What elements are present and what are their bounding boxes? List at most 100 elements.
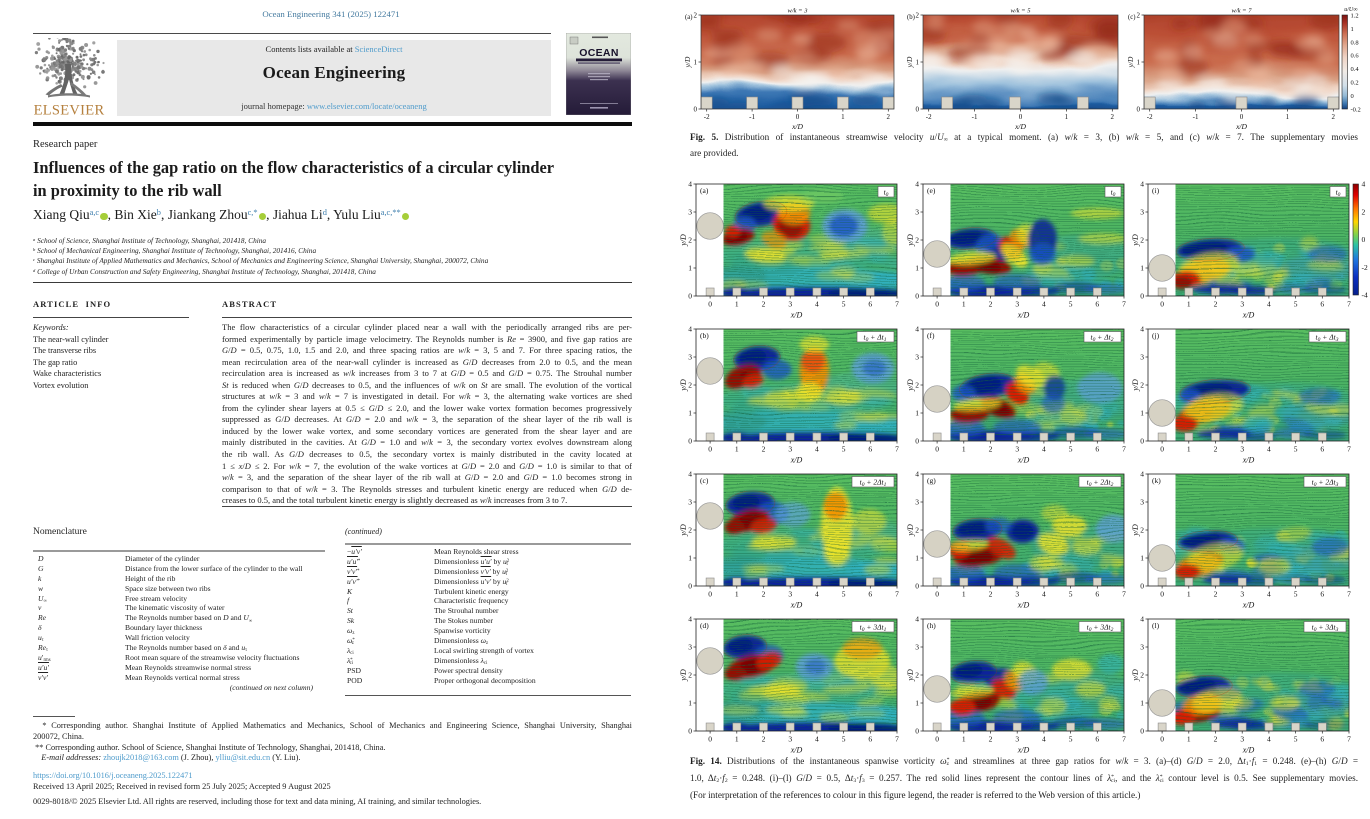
svg-text:y/D: y/D bbox=[679, 524, 688, 537]
svg-text:4: 4 bbox=[1042, 589, 1046, 598]
svg-text:3: 3 bbox=[688, 497, 692, 506]
svg-text:0: 0 bbox=[708, 444, 712, 453]
svg-text:(f): (f) bbox=[927, 331, 935, 340]
svg-text:4: 4 bbox=[1042, 299, 1046, 308]
svg-text:7: 7 bbox=[1347, 299, 1351, 308]
svg-text:1: 1 bbox=[1186, 444, 1190, 453]
svg-text:4: 4 bbox=[1140, 614, 1144, 623]
svg-text:7: 7 bbox=[895, 734, 899, 743]
svg-text:3: 3 bbox=[788, 299, 792, 308]
svg-text:x/D: x/D bbox=[1235, 122, 1247, 131]
svg-text:x/D: x/D bbox=[791, 122, 803, 131]
svg-text:6: 6 bbox=[1320, 734, 1324, 743]
svg-text:5: 5 bbox=[1068, 589, 1072, 598]
svg-text:0: 0 bbox=[1140, 581, 1144, 590]
svg-text:y/D: y/D bbox=[906, 379, 915, 392]
svg-text:-1: -1 bbox=[1193, 113, 1199, 121]
svg-text:t0 + Δt1: t0 + Δt1 bbox=[864, 332, 887, 343]
svg-text:y/D: y/D bbox=[906, 234, 915, 247]
svg-text:6: 6 bbox=[868, 589, 872, 598]
svg-text:2: 2 bbox=[1140, 525, 1144, 534]
svg-text:t0 + Δt3: t0 + Δt3 bbox=[1315, 332, 1338, 343]
svg-text:5: 5 bbox=[1293, 734, 1297, 743]
svg-text:2: 2 bbox=[1332, 113, 1336, 121]
svg-text:2: 2 bbox=[762, 444, 766, 453]
svg-text:x/D: x/D bbox=[1241, 745, 1254, 754]
svg-text:1: 1 bbox=[688, 263, 692, 272]
svg-text:x/D: x/D bbox=[1241, 600, 1254, 609]
svg-text:5: 5 bbox=[842, 444, 846, 453]
svg-text:3: 3 bbox=[788, 734, 792, 743]
svg-text:1: 1 bbox=[735, 444, 739, 453]
svg-text:(k): (k) bbox=[1152, 476, 1161, 485]
svg-text:0: 0 bbox=[935, 299, 939, 308]
svg-text:2: 2 bbox=[988, 299, 992, 308]
svg-text:-4: -4 bbox=[1361, 291, 1367, 300]
svg-text:0: 0 bbox=[1019, 113, 1023, 121]
svg-text:w/k = 7: w/k = 7 bbox=[1232, 7, 1253, 14]
svg-text:y/D: y/D bbox=[906, 669, 915, 682]
svg-text:OCEAN: OCEAN bbox=[579, 47, 618, 59]
svg-text:3: 3 bbox=[1015, 299, 1019, 308]
svg-text:ELSEVIER: ELSEVIER bbox=[34, 103, 105, 119]
svg-text:(b): (b) bbox=[907, 14, 915, 21]
svg-text:0: 0 bbox=[688, 291, 692, 300]
svg-text:t0 + 3Δt3: t0 + 3Δt3 bbox=[1311, 622, 1338, 633]
svg-text:2: 2 bbox=[1140, 380, 1144, 389]
svg-text:5: 5 bbox=[1068, 734, 1072, 743]
svg-text:-1: -1 bbox=[749, 113, 755, 121]
svg-text:2: 2 bbox=[915, 525, 919, 534]
svg-text:4: 4 bbox=[915, 469, 919, 478]
svg-text:-0.2: -0.2 bbox=[1351, 106, 1361, 113]
svg-text:2: 2 bbox=[688, 235, 692, 244]
svg-text:1: 1 bbox=[915, 263, 919, 272]
svg-text:4: 4 bbox=[1140, 469, 1144, 478]
svg-text:1: 1 bbox=[841, 113, 845, 121]
svg-text:0: 0 bbox=[915, 291, 919, 300]
svg-text:y/D: y/D bbox=[1131, 669, 1140, 682]
svg-text:1: 1 bbox=[915, 408, 919, 417]
svg-text:0.2: 0.2 bbox=[1351, 79, 1359, 86]
svg-text:0: 0 bbox=[708, 589, 712, 598]
svg-text:0: 0 bbox=[1160, 444, 1164, 453]
svg-text:6: 6 bbox=[1095, 444, 1099, 453]
svg-text:2: 2 bbox=[1137, 11, 1141, 19]
svg-text:x/D: x/D bbox=[1014, 122, 1026, 131]
svg-text:0: 0 bbox=[935, 589, 939, 598]
svg-text:2: 2 bbox=[916, 11, 920, 19]
svg-text:x/D: x/D bbox=[1016, 455, 1029, 464]
svg-text:0: 0 bbox=[688, 726, 692, 735]
svg-text:x/D: x/D bbox=[790, 310, 803, 319]
svg-text:4: 4 bbox=[688, 179, 692, 188]
svg-text:(g): (g) bbox=[927, 476, 936, 485]
svg-text:0: 0 bbox=[915, 581, 919, 590]
svg-text:(a): (a) bbox=[685, 14, 693, 21]
svg-text:6: 6 bbox=[868, 444, 872, 453]
svg-text:0: 0 bbox=[935, 734, 939, 743]
svg-text:(i): (i) bbox=[1152, 186, 1160, 195]
svg-text:3: 3 bbox=[688, 352, 692, 361]
svg-text:y/D: y/D bbox=[679, 669, 688, 682]
svg-text:4: 4 bbox=[1267, 734, 1271, 743]
svg-text:y/D: y/D bbox=[679, 379, 688, 392]
svg-text:5: 5 bbox=[1068, 444, 1072, 453]
svg-text:(h): (h) bbox=[927, 621, 936, 630]
svg-text:6: 6 bbox=[1095, 734, 1099, 743]
svg-text:w/k = 5: w/k = 5 bbox=[1011, 7, 1032, 14]
svg-text:7: 7 bbox=[1122, 444, 1126, 453]
svg-text:4: 4 bbox=[815, 444, 819, 453]
svg-text:0.4: 0.4 bbox=[1351, 66, 1360, 73]
svg-text:0: 0 bbox=[1160, 589, 1164, 598]
svg-text:7: 7 bbox=[1347, 589, 1351, 598]
svg-text:1: 1 bbox=[915, 553, 919, 562]
svg-text:2: 2 bbox=[762, 589, 766, 598]
svg-text:3: 3 bbox=[1240, 299, 1244, 308]
svg-text:4: 4 bbox=[1267, 444, 1271, 453]
svg-text:t0 + 3Δt2: t0 + 3Δt2 bbox=[1086, 622, 1113, 633]
svg-text:7: 7 bbox=[895, 444, 899, 453]
svg-text:(c): (c) bbox=[1128, 14, 1136, 21]
svg-text:6: 6 bbox=[868, 299, 872, 308]
svg-text:2: 2 bbox=[762, 299, 766, 308]
svg-text:2: 2 bbox=[988, 589, 992, 598]
svg-text:7: 7 bbox=[1122, 734, 1126, 743]
